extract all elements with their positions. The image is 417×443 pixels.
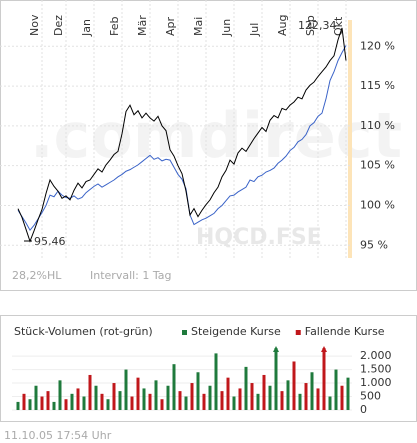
- volume-bar: [112, 383, 116, 410]
- current-marker: [348, 20, 352, 258]
- volume-bar: [190, 383, 194, 410]
- volume-bar: [346, 377, 350, 410]
- volume-bar: [64, 399, 68, 410]
- volume-bar: [16, 401, 20, 410]
- y-tick-label: 2.000: [360, 349, 392, 362]
- volume-bar: [334, 369, 338, 410]
- volume-bar: [160, 399, 164, 410]
- legend-swatch: [182, 330, 187, 335]
- volume-bar: [148, 393, 152, 410]
- legend-label: Fallende Kurse: [305, 325, 385, 338]
- price-line: [17, 45, 347, 232]
- volume-bar: [280, 391, 284, 410]
- volume-bar: [100, 393, 104, 410]
- y-tick-label: 0: [360, 403, 367, 416]
- volume-bar: [220, 391, 224, 410]
- volume-bar: [244, 366, 248, 410]
- watermark: .comdirect: [30, 99, 402, 172]
- range-label: 28,2%HL: [12, 269, 62, 282]
- y-tick-label: 500: [360, 390, 381, 403]
- volume-bar: [214, 353, 218, 410]
- x-tick-label: Dez: [52, 15, 65, 36]
- symbol: HQCD.FSE: [196, 225, 322, 250]
- volume-bar: [184, 396, 188, 410]
- volume-bar: [304, 383, 308, 410]
- volume-bar: [178, 391, 182, 410]
- volume-bar: [250, 383, 254, 410]
- volume-bar: [172, 364, 176, 410]
- volume-bar: [40, 396, 44, 410]
- x-tick-label: Mär: [136, 15, 149, 36]
- volume-bar: [34, 385, 38, 410]
- volume-bar: [202, 393, 206, 410]
- y-tick-label: 95 %: [360, 238, 388, 251]
- footer: 11.10.05 17:54 Uhr: [4, 429, 112, 442]
- price-line: [17, 27, 347, 243]
- volume-bar: [298, 393, 302, 410]
- y-tick-label: 110 %: [360, 119, 395, 132]
- volume-bar: [130, 396, 134, 410]
- volume-bar: [124, 369, 128, 410]
- volume-bar: [340, 385, 344, 410]
- volume-bar: [310, 372, 314, 410]
- volume-bar: [322, 348, 326, 410]
- volume-bar: [292, 361, 296, 410]
- volume-bar: [208, 385, 212, 410]
- bars: [16, 348, 350, 410]
- x-tick-label: Apr: [164, 16, 177, 36]
- volume-bar: [136, 377, 140, 410]
- volume-bar: [22, 393, 26, 410]
- overflow-arrow: [321, 346, 327, 352]
- x-tick-label: Jul: [248, 23, 261, 37]
- x-tick-label: Sep: [304, 15, 317, 36]
- price-panel: [0, 0, 417, 291]
- x-tick-label: Aug: [276, 15, 289, 36]
- volume-bar: [28, 399, 32, 410]
- volume-bar: [46, 391, 50, 410]
- y-tick-label: 100 %: [360, 198, 395, 211]
- volume-bar: [262, 374, 266, 410]
- volume-bar: [52, 401, 56, 410]
- volume-bar: [82, 396, 86, 410]
- x-tick-label: Okt: [332, 16, 345, 36]
- volume-bar: [76, 388, 80, 410]
- interval-label: Intervall: 1 Tag: [90, 269, 172, 282]
- volume-bar: [286, 380, 290, 410]
- x-tick-label: Nov: [28, 14, 41, 36]
- volume-bar: [238, 388, 242, 410]
- max-annotation: 122,34: [298, 19, 337, 32]
- min-annotation: 95,46: [34, 235, 66, 248]
- volume-bar: [256, 393, 260, 410]
- overflow-arrow: [273, 346, 279, 352]
- x-tick-label: Mai: [192, 17, 205, 36]
- volume-bar: [142, 388, 146, 410]
- y-tick-label: 115 %: [360, 79, 395, 92]
- volume-bar: [88, 374, 92, 410]
- volume-bar: [328, 396, 332, 410]
- volume-bar: [274, 348, 278, 410]
- volume-bar: [118, 391, 122, 410]
- y-tick-label: 105 %: [360, 159, 395, 172]
- volume-title: Stück-Volumen (rot-grün): [14, 325, 153, 338]
- x-tick-label: Jan: [80, 19, 93, 37]
- y-tick-label: 1.500: [360, 363, 392, 376]
- legend-label: Steigende Kurse: [191, 325, 281, 338]
- x-tick-label: Jun: [220, 19, 233, 37]
- x-tick-label: Feb: [108, 17, 121, 36]
- y-tick-label: 120 %: [360, 39, 395, 52]
- volume-bar: [154, 380, 158, 410]
- volume-bar: [166, 385, 170, 410]
- volume-bar: [316, 388, 320, 410]
- volume-bar: [226, 377, 230, 410]
- legend-swatch: [295, 330, 301, 335]
- volume-bar: [268, 385, 272, 410]
- y-tick-label: 1.000: [360, 376, 392, 389]
- volume-bar: [58, 380, 62, 410]
- volume-bar: [196, 372, 200, 410]
- volume-bar: [232, 396, 236, 410]
- volume-bar: [106, 399, 110, 410]
- volume-bar: [94, 385, 98, 410]
- volume-bar: [70, 393, 74, 410]
